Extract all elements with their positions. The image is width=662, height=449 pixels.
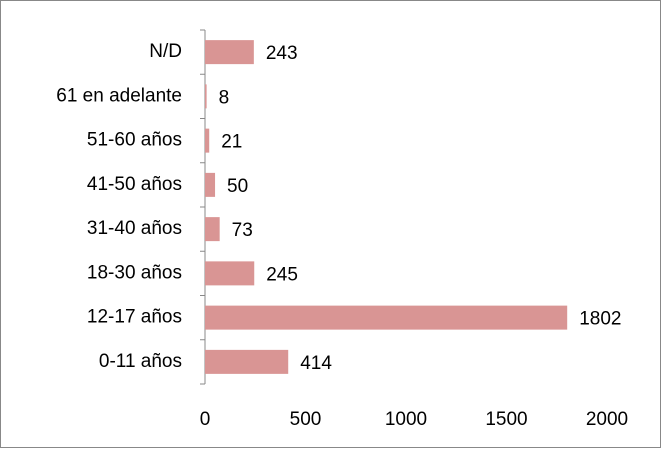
bar <box>205 217 220 242</box>
y-tick-label: 41-50 años <box>87 174 182 195</box>
x-tick-label: 0 <box>200 409 211 430</box>
bar <box>205 261 255 286</box>
y-tick-label: 31-40 años <box>87 218 182 239</box>
x-tick-label: 500 <box>290 409 322 430</box>
data-label: 414 <box>300 353 332 374</box>
bar <box>205 172 216 197</box>
y-tick-label: 51-60 años <box>87 130 182 151</box>
data-label: 21 <box>221 132 242 153</box>
data-label: 73 <box>232 220 253 241</box>
x-tick-label: 1000 <box>385 409 427 430</box>
x-tick-label: 1500 <box>485 409 527 430</box>
data-label: 1802 <box>579 309 621 330</box>
y-tick-label: 0-11 años <box>99 351 182 372</box>
bar <box>205 40 254 65</box>
bar <box>205 84 207 109</box>
y-tick-label: 61 en adelante <box>56 85 182 106</box>
data-label: 8 <box>219 87 230 108</box>
y-tick-label: N/D <box>149 41 182 62</box>
bar <box>205 128 210 153</box>
data-label: 243 <box>266 43 298 64</box>
data-label: 245 <box>266 264 298 285</box>
y-tick-label: 12-17 años <box>87 307 182 328</box>
y-tick-label: 18-30 años <box>87 262 182 283</box>
x-tick-label: 2000 <box>586 409 628 430</box>
data-label: 50 <box>227 176 248 197</box>
bar <box>205 305 568 330</box>
bar <box>205 349 289 374</box>
